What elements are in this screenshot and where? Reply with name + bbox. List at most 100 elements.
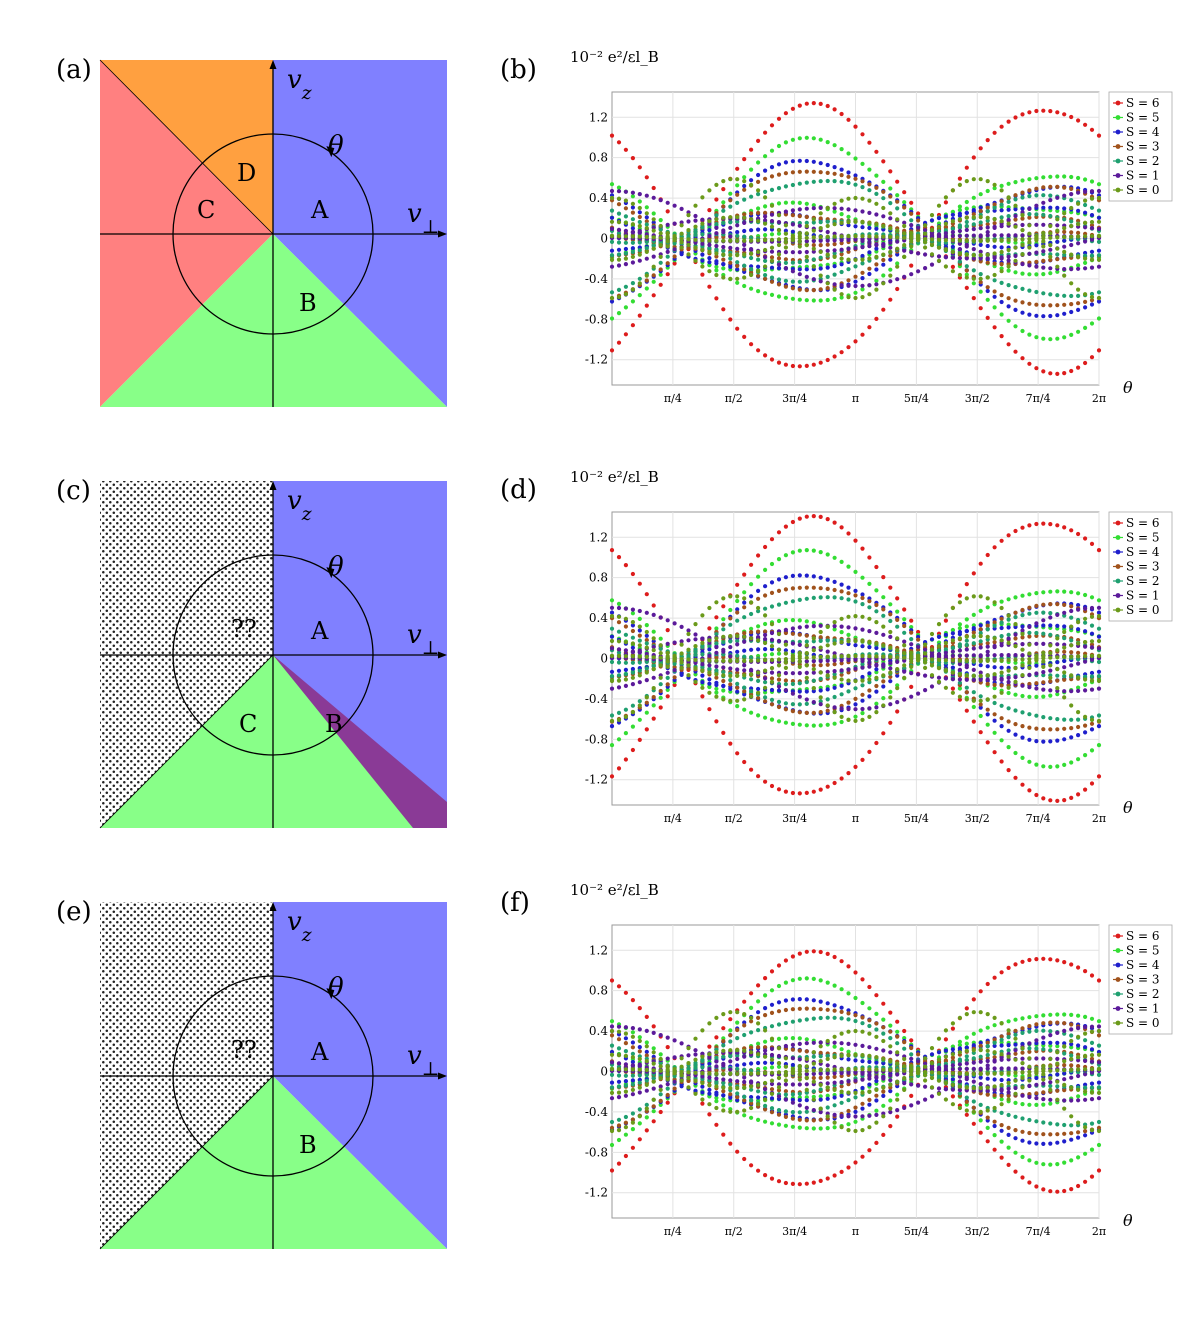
data-point (811, 217, 816, 222)
data-point (1062, 226, 1067, 231)
data-point (874, 564, 879, 570)
data-point (992, 238, 997, 243)
data-point (756, 588, 761, 594)
data-point (992, 1133, 997, 1138)
data-point (811, 298, 816, 303)
data-point (1089, 205, 1095, 210)
data-point (693, 224, 698, 229)
data-point (1034, 610, 1039, 615)
data-point (742, 157, 747, 162)
data-point (902, 669, 907, 674)
data-point (971, 634, 976, 639)
data-point (763, 606, 768, 611)
data-series-group (609, 949, 1102, 1194)
data-point (637, 1006, 642, 1011)
data-point (902, 607, 907, 612)
data-point (630, 1030, 636, 1035)
data-point (902, 697, 907, 702)
data-point (818, 629, 823, 635)
data-point (735, 673, 740, 679)
data-point (1096, 678, 1102, 684)
data-point (867, 629, 872, 634)
data-point (1089, 295, 1095, 300)
data-point (1013, 213, 1018, 219)
data-point (707, 228, 712, 233)
data-point (707, 605, 712, 611)
data-point (783, 630, 789, 636)
data-point (609, 295, 615, 301)
data-point (950, 255, 956, 260)
data-point (867, 714, 872, 720)
data-point (853, 219, 858, 224)
x-tick-label: 2π (1092, 392, 1106, 405)
data-point (1096, 239, 1102, 244)
data-point (999, 202, 1004, 207)
data-point (735, 192, 740, 197)
y-tick-label: -1.2 (585, 353, 608, 367)
data-point (693, 652, 698, 658)
region-label-A: A (310, 1038, 329, 1066)
energy-charts: (b) 10⁻² e²/εl_B1.20.80.40-0.4-0.8-1.2π/4… (500, 48, 1173, 1238)
data-point (756, 574, 761, 579)
data-point (1062, 267, 1067, 272)
data-point (616, 660, 622, 665)
data-point (1076, 234, 1081, 239)
data-point (1096, 257, 1102, 262)
data-point (860, 757, 865, 763)
data-point (735, 183, 740, 188)
data-point (1062, 665, 1067, 670)
data-point (1076, 733, 1081, 738)
data-point (1076, 710, 1081, 715)
data-point (1041, 258, 1046, 263)
data-point (728, 1017, 733, 1022)
data-point (797, 250, 802, 255)
data-point (1041, 654, 1046, 659)
data-point (763, 238, 768, 243)
data-point (950, 249, 956, 255)
data-point (735, 215, 740, 220)
data-point (985, 658, 990, 664)
data-point (846, 196, 851, 201)
data-point (1076, 603, 1081, 608)
data-point (1096, 295, 1102, 301)
data-point (756, 179, 761, 184)
data-point (818, 137, 823, 142)
data-point (860, 1000, 865, 1006)
data-point (1096, 219, 1102, 224)
y-tick-label: -0.4 (585, 1105, 609, 1119)
data-point (756, 264, 761, 269)
data-point (832, 222, 837, 227)
data-point (790, 709, 796, 714)
legend-swatch (1115, 578, 1121, 584)
data-point (1013, 722, 1018, 727)
data-point (846, 295, 851, 300)
data-point (797, 664, 802, 670)
data-point (797, 791, 802, 796)
data-point (825, 624, 830, 629)
data-point (700, 640, 705, 646)
data-point (783, 575, 789, 580)
data-point (623, 147, 629, 152)
data-point (769, 580, 775, 585)
data-point (1041, 715, 1046, 720)
data-point (1055, 1189, 1060, 1194)
data-point (644, 623, 649, 628)
data-point (825, 951, 830, 957)
data-point (797, 267, 802, 272)
data-point (630, 254, 636, 259)
data-point (818, 211, 823, 216)
data-point (1041, 231, 1046, 236)
data-point (609, 188, 615, 194)
data-point (867, 188, 872, 193)
data-point (971, 658, 976, 664)
data-point (665, 244, 670, 249)
data-point (943, 668, 949, 673)
data-point (721, 252, 726, 257)
data-point (735, 638, 740, 644)
data-point (985, 243, 990, 249)
data-point (1069, 726, 1074, 731)
data-point (644, 175, 649, 180)
data-point (790, 159, 796, 164)
data-point (1013, 775, 1018, 780)
data-point (971, 1121, 976, 1126)
